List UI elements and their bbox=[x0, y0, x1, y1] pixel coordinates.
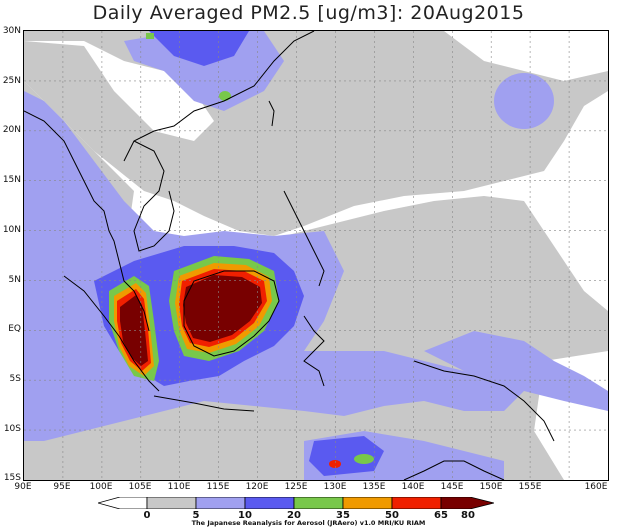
lat-label-30n: 30N bbox=[2, 26, 21, 36]
green-hainan-dot bbox=[219, 91, 231, 101]
colorbar-label-35: 35 bbox=[336, 510, 350, 521]
colorbar-swatch-7 bbox=[440, 497, 494, 509]
lavender-circle-ne bbox=[494, 73, 554, 129]
colorbar-swatch-5 bbox=[342, 497, 393, 509]
lat-label-15n: 15N bbox=[2, 175, 21, 185]
green-north-dot bbox=[146, 33, 154, 39]
green-timor-hotspot bbox=[354, 454, 374, 464]
lon-label-160e: 160E bbox=[584, 482, 608, 492]
lat-label-5n: 5N bbox=[8, 275, 21, 285]
colorbar-swatch-6 bbox=[391, 497, 442, 509]
coast-sulawesi bbox=[303, 315, 325, 387]
lon-label-95e: 95E bbox=[53, 482, 71, 492]
coast-philippines bbox=[283, 190, 325, 287]
red-timor-hotspot bbox=[329, 460, 341, 468]
lat-label-10n: 10N bbox=[2, 225, 21, 235]
lon-label-155e: 155E bbox=[518, 482, 542, 492]
colorbar-label-50: 50 bbox=[385, 510, 399, 521]
lon-label-110e: 110E bbox=[167, 482, 191, 492]
colorbar-label-65: 65 bbox=[434, 510, 448, 521]
lon-label-125e: 125E bbox=[284, 482, 308, 492]
lat-label-15s: 15S bbox=[3, 473, 21, 483]
colorbar-swatch-2 bbox=[195, 497, 246, 509]
coast-new-guinea bbox=[413, 360, 555, 442]
lat-label-5s: 5S bbox=[9, 374, 21, 384]
lon-label-120e: 120E bbox=[245, 482, 269, 492]
blue-timor bbox=[309, 436, 384, 476]
colorbar-swatch-4 bbox=[293, 497, 344, 509]
lat-label-eq: EQ bbox=[8, 324, 21, 334]
lon-label-150e: 150E bbox=[479, 482, 503, 492]
lon-label-100e: 100E bbox=[89, 482, 113, 492]
coast-borneo bbox=[183, 270, 280, 357]
coast-java bbox=[153, 395, 255, 412]
lon-label-135e: 135E bbox=[362, 482, 386, 492]
lavender-east bbox=[424, 331, 608, 411]
lat-label-20n: 20N bbox=[2, 125, 21, 135]
lon-label-140e: 140E bbox=[401, 482, 425, 492]
colorbar-swatch-3 bbox=[244, 497, 295, 509]
lon-label-115e: 115E bbox=[206, 482, 230, 492]
lon-label-105e: 105E bbox=[128, 482, 152, 492]
dark-red-borneo bbox=[183, 275, 262, 342]
coast-indochina bbox=[133, 140, 175, 252]
lat-label-10s: 10S bbox=[3, 424, 21, 434]
lon-label-130e: 130E bbox=[323, 482, 347, 492]
graticule bbox=[24, 31, 608, 480]
coast-taiwan bbox=[268, 100, 275, 127]
lat-label-25n: 25N bbox=[2, 76, 21, 86]
blue-north-patch bbox=[149, 31, 249, 66]
colorbar-label-10: 10 bbox=[238, 510, 252, 521]
colorbar-label-80: 80 bbox=[461, 510, 475, 521]
white-clear-east bbox=[444, 31, 608, 81]
lon-label-90e: 90E bbox=[14, 482, 32, 492]
colorbar bbox=[98, 497, 494, 509]
white-clear-north bbox=[24, 41, 214, 141]
colorbar-label-5: 5 bbox=[192, 510, 200, 521]
colorbar-swatch-0 bbox=[98, 497, 148, 509]
coastlines bbox=[24, 31, 555, 480]
colorbar-swatch-1 bbox=[146, 497, 197, 509]
coast-mainland-asia bbox=[24, 31, 315, 332]
map-canvas bbox=[24, 31, 608, 480]
map-title: Daily Averaged PM2.5 [ug/m3]: 20Aug2015 bbox=[92, 2, 525, 24]
credit-line: The Japanese Reanalysis for Aerosol (JRA… bbox=[191, 519, 426, 527]
colorbar-label-20: 20 bbox=[287, 510, 301, 521]
pm25-map bbox=[23, 30, 609, 481]
coast-sumatra bbox=[63, 275, 160, 392]
colorbar-label-0: 0 bbox=[143, 510, 151, 521]
lon-label-145e: 145E bbox=[440, 482, 464, 492]
coast-australia bbox=[403, 460, 505, 480]
